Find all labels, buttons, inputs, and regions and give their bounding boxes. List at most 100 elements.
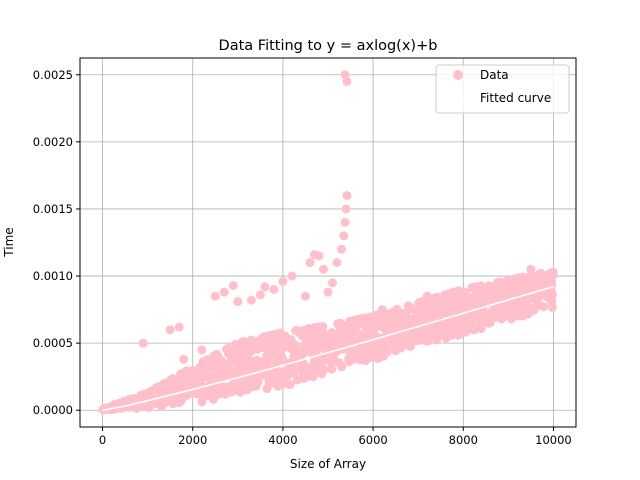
data-point — [219, 360, 229, 370]
data-point — [526, 306, 536, 316]
axis-ticks: 0 2000 4000 6000 8000 10000 0.0000 0.0005 0.0010… — [33, 68, 572, 447]
plot-area — [98, 70, 558, 415]
data-point — [379, 351, 389, 361]
data-point — [547, 297, 557, 307]
data-point — [397, 337, 407, 347]
legend-label-data: Data — [480, 68, 509, 82]
data-point-outlier — [300, 291, 310, 301]
data-point — [273, 381, 283, 391]
data-point-outlier — [165, 325, 175, 335]
y-tick-label: 0.0015 — [33, 202, 73, 216]
x-tick-label: 10000 — [535, 433, 572, 447]
data-point — [292, 375, 302, 385]
y-tick-label: 0.0025 — [33, 68, 73, 82]
data-point — [548, 267, 558, 277]
axes-frame — [79, 57, 577, 428]
data-point — [460, 293, 470, 303]
data-point — [413, 335, 423, 345]
data-point — [249, 364, 259, 374]
data-point-outlier — [287, 271, 297, 281]
data-point-outlier — [332, 258, 342, 268]
data-point — [520, 295, 530, 305]
data-point — [468, 313, 478, 323]
data-point — [529, 278, 539, 288]
data-point — [382, 324, 392, 334]
data-point-outlier — [472, 284, 482, 294]
data-point-outlier — [179, 354, 189, 364]
data-point — [362, 344, 372, 354]
data-point — [395, 323, 405, 333]
data-point-outlier — [323, 287, 333, 297]
data-point — [478, 295, 488, 305]
data-point — [244, 336, 254, 346]
data-point-outlier — [228, 280, 238, 290]
data-point-outlier — [340, 217, 350, 227]
data-point — [513, 276, 523, 286]
data-point — [337, 362, 347, 372]
data-point — [170, 385, 180, 395]
data-point — [215, 389, 225, 399]
data-point — [175, 371, 185, 381]
y-tick-label: 0.0000 — [33, 403, 73, 417]
data-point — [539, 290, 549, 300]
data-point — [237, 337, 247, 347]
data-point — [309, 363, 319, 373]
data-point — [191, 379, 201, 389]
data-point — [416, 297, 426, 307]
data-point — [379, 341, 389, 351]
data-point-outlier — [328, 278, 338, 288]
data-point — [237, 364, 247, 374]
legend: Data Fitted curve — [435, 64, 570, 114]
data-point-outlier — [422, 291, 432, 301]
data-point-outlier — [197, 345, 207, 355]
data-point — [344, 354, 354, 364]
data-point — [280, 331, 290, 341]
data-point-outlier — [377, 305, 387, 315]
data-point-outlier — [391, 311, 401, 321]
data-point-outlier — [233, 297, 243, 307]
data-point — [226, 350, 236, 360]
data-point-outlier — [342, 76, 352, 86]
data-point-outlier — [341, 204, 351, 214]
data-point — [190, 366, 200, 376]
x-tick-label: 0 — [99, 433, 106, 447]
data-point — [267, 375, 277, 385]
data-point — [532, 298, 542, 308]
data-point — [512, 302, 522, 312]
data-point — [199, 371, 209, 381]
legend-box — [435, 64, 570, 114]
data-point — [151, 389, 161, 399]
data-point-outlier — [339, 231, 349, 241]
data-point — [432, 306, 442, 316]
data-point-outlier — [246, 295, 256, 305]
data-point — [145, 400, 155, 410]
data-point — [205, 387, 215, 397]
data-point — [251, 381, 261, 391]
data-point — [335, 318, 345, 328]
data-point — [240, 384, 250, 394]
data-point — [285, 380, 295, 390]
data-point — [197, 397, 207, 407]
data-point-outlier — [210, 291, 220, 301]
data-point — [299, 363, 309, 373]
data-point — [325, 330, 335, 340]
legend-data-marker — [453, 70, 463, 80]
data-point — [496, 277, 506, 287]
data-point-outlier — [138, 338, 148, 348]
data-point-outlier — [314, 251, 324, 261]
data-point — [362, 327, 372, 337]
data-point — [169, 375, 179, 385]
data-point-outlier — [219, 287, 229, 297]
data-point — [263, 331, 273, 341]
data-point — [447, 304, 457, 314]
data-point — [478, 285, 488, 295]
data-point — [519, 284, 529, 294]
data-point — [240, 355, 250, 365]
data-point — [518, 311, 528, 321]
data-point — [420, 305, 430, 315]
data-point — [378, 311, 388, 321]
data-point-outlier — [269, 284, 279, 294]
data-point — [199, 356, 209, 366]
data-point — [439, 305, 449, 315]
